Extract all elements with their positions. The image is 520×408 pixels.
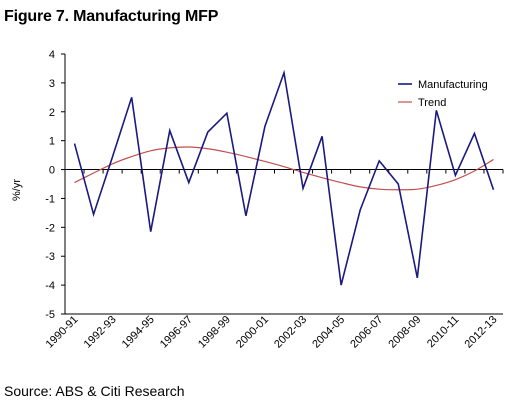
y-tick-label: -1 bbox=[45, 193, 55, 205]
series-line-manufacturing bbox=[73, 69, 495, 286]
x-tick-label: 2012-13 bbox=[463, 314, 500, 351]
y-tick-label: -4 bbox=[45, 280, 55, 292]
x-tick-label: 2010-11 bbox=[425, 314, 461, 350]
legend-label: Trend bbox=[418, 97, 446, 109]
y-tick-label: -3 bbox=[45, 251, 55, 263]
chart-legend: Manufacturing Trend bbox=[398, 79, 488, 109]
source-note: Source: ABS & Citi Research bbox=[4, 383, 185, 399]
series-line-trend bbox=[74, 146, 494, 191]
x-tick-label: 1992-93 bbox=[82, 314, 119, 351]
y-tick-label: -5 bbox=[45, 309, 55, 321]
y-axis-label: %/yr bbox=[11, 179, 23, 201]
legend-label: Manufacturing bbox=[418, 79, 488, 91]
x-tick-label: 1998-99 bbox=[196, 314, 233, 351]
y-tick-label: 4 bbox=[49, 49, 55, 61]
x-tick-label: 2006-07 bbox=[348, 314, 385, 351]
y-tick-label: -2 bbox=[45, 222, 55, 234]
y-tick-label: 2 bbox=[49, 107, 55, 119]
y-tick-label: 0 bbox=[49, 165, 55, 177]
x-tick-label: 2004-05 bbox=[310, 314, 347, 351]
y-tick-label: 3 bbox=[49, 78, 55, 90]
x-tick-label: 2002-03 bbox=[272, 314, 309, 351]
chart-title: Figure 7. Manufacturing MFP bbox=[4, 8, 219, 25]
series-layer bbox=[73, 69, 495, 286]
x-tick-label: 2000-01 bbox=[234, 314, 271, 351]
x-tick-label: 1996-97 bbox=[158, 314, 195, 351]
x-tick-label: 2008-09 bbox=[386, 314, 423, 351]
x-tick-label: 1994-95 bbox=[120, 314, 157, 351]
y-tick-label: 1 bbox=[49, 136, 55, 148]
